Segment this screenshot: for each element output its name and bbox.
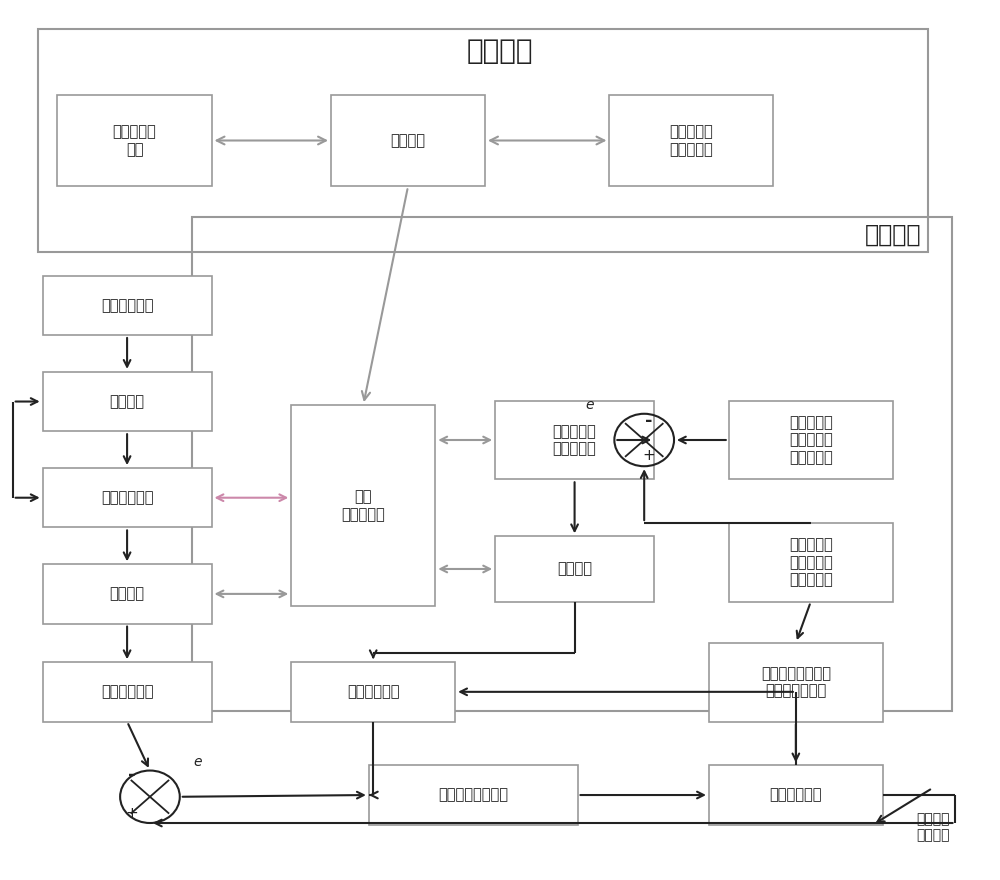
Bar [729, 523, 893, 602]
Bar [369, 766, 578, 825]
Text: 移动时间窗
加权平均差: 移动时间窗 加权平均差 [553, 424, 596, 456]
Bar [495, 400, 654, 480]
Bar [43, 564, 212, 624]
Text: 钙板计算位置: 钙板计算位置 [770, 788, 822, 803]
Text: -: - [645, 412, 653, 429]
Bar [38, 29, 928, 252]
Text: 延迟校正: 延迟校正 [110, 586, 145, 601]
Bar [192, 217, 952, 711]
Text: 先验知识: 先验知识 [391, 133, 426, 148]
Bar [291, 662, 455, 722]
Bar [609, 94, 773, 187]
Text: 光栏信号采集: 光栏信号采集 [101, 297, 153, 312]
Bar [57, 94, 212, 187]
Text: +: + [643, 448, 656, 463]
Text: 钙板预测位置: 钙板预测位置 [347, 685, 399, 700]
Text: 钙板覆盖及周围区
域下的变频器组: 钙板覆盖及周围区 域下的变频器组 [761, 666, 831, 699]
Text: 区域内变频
器设定报警
或故障数量: 区域内变频 器设定报警 或故障数量 [789, 415, 833, 465]
Text: 人机界面: 人机界面 [467, 37, 533, 65]
Bar [291, 405, 435, 606]
Text: 故障诊断: 故障诊断 [865, 223, 921, 246]
Bar [43, 371, 212, 431]
Text: 特殊情况直
接手动调整: 特殊情况直 接手动调整 [670, 124, 713, 157]
Text: -: - [128, 766, 136, 784]
Text: 系统
可调参数集: 系统 可调参数集 [341, 489, 385, 522]
Text: 钙板工艺
要求速度: 钙板工艺 要求速度 [916, 812, 949, 842]
Bar [43, 662, 212, 722]
Bar [331, 94, 485, 187]
Text: e: e [585, 399, 594, 413]
Text: 校正开关: 校正开关 [110, 394, 145, 409]
Text: 直接补偿容错控制: 直接补偿容错控制 [438, 788, 508, 803]
Text: 阈値处理: 阈値处理 [557, 561, 592, 576]
Text: 故障显示及
提示: 故障显示及 提示 [113, 124, 156, 157]
Text: 光栏质量分析: 光栏质量分析 [101, 490, 153, 505]
Bar [495, 536, 654, 602]
Text: e: e [193, 755, 202, 769]
Text: 钙板实际位置: 钙板实际位置 [101, 685, 153, 700]
Bar [729, 400, 893, 480]
Bar [43, 468, 212, 527]
Bar [709, 643, 883, 722]
Bar [43, 275, 212, 335]
Text: +: + [126, 806, 138, 821]
Bar [709, 766, 883, 825]
Text: 区域内变频
器当前报警
或故障数量: 区域内变频 器当前报警 或故障数量 [789, 538, 833, 587]
